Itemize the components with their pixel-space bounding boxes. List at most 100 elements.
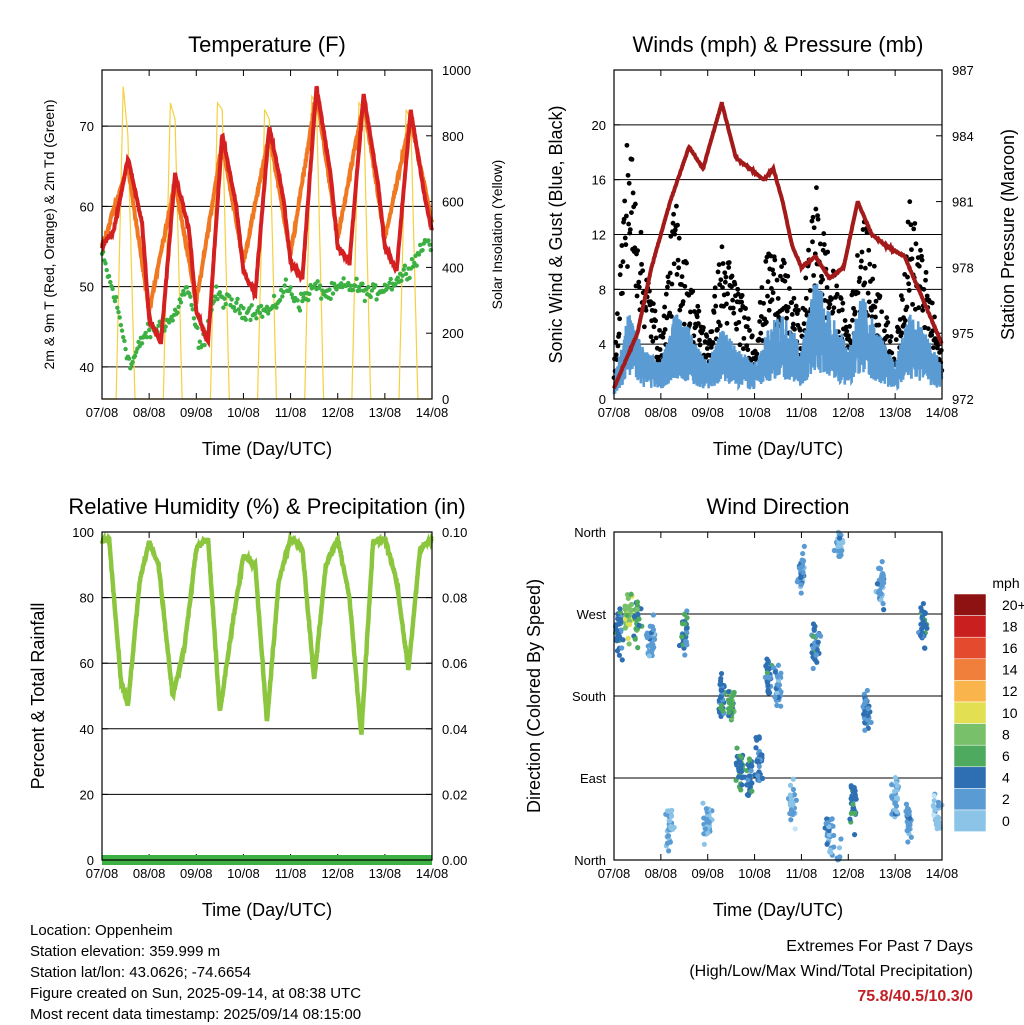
gust-point xyxy=(668,314,674,319)
gust-point xyxy=(736,319,742,325)
dewpoint-point xyxy=(197,339,203,344)
legend-label: 2 xyxy=(1002,791,1010,807)
direction-point xyxy=(718,675,724,682)
dewpoint-point xyxy=(176,304,181,310)
gust-point xyxy=(905,274,910,280)
gust-point xyxy=(679,274,685,279)
gust-point xyxy=(674,272,680,277)
dewpoint-point xyxy=(119,328,125,333)
gust-point xyxy=(629,210,634,216)
dewpoint-point xyxy=(232,308,238,314)
gust-point xyxy=(629,157,635,162)
direction-point xyxy=(682,621,688,627)
dewpoint-point xyxy=(387,280,392,285)
direction-point xyxy=(847,816,853,822)
dewpoint-point xyxy=(289,292,294,297)
direction-point xyxy=(894,795,900,801)
gust-point xyxy=(923,269,929,275)
direction-point xyxy=(772,694,778,700)
dewpoint-point xyxy=(178,300,184,305)
direction-point xyxy=(701,841,707,847)
dewpoint-point xyxy=(386,285,391,290)
dewpoint-point xyxy=(237,311,243,316)
temp-xtick-label: 12/08 xyxy=(321,405,354,420)
gust-point xyxy=(770,290,776,296)
temp-title: Temperature (F) xyxy=(188,32,346,57)
direction-point xyxy=(903,801,910,807)
location-text: Location: Oppenheim xyxy=(30,922,173,939)
direction-point xyxy=(718,670,725,677)
direction-point xyxy=(748,761,754,768)
dewpoint-point xyxy=(400,273,405,278)
wind-y2tick-label: 975 xyxy=(952,326,974,341)
wind-ytick-label: 16 xyxy=(592,173,606,188)
direction-point xyxy=(667,818,673,824)
direction-point xyxy=(629,607,635,613)
direction-point xyxy=(749,788,755,794)
direction-point xyxy=(920,618,926,624)
gust-point xyxy=(640,268,646,274)
direction-point xyxy=(731,689,737,696)
dewpoint-point xyxy=(195,325,200,331)
gust-point xyxy=(761,300,766,306)
dewpoint-point xyxy=(133,349,139,355)
direction-point xyxy=(628,591,634,597)
direction-point xyxy=(619,657,625,663)
rh-ytick-label: 100 xyxy=(72,525,94,540)
dewpoint-point xyxy=(298,291,304,296)
dewpoint-point xyxy=(257,310,263,316)
direction-point xyxy=(617,606,623,612)
gust-point xyxy=(723,274,729,280)
gust-point xyxy=(722,270,728,276)
gust-point xyxy=(909,247,914,253)
dewpoint-point xyxy=(189,302,194,308)
legend-swatch xyxy=(953,809,987,832)
direction-point xyxy=(718,705,724,711)
dir-ytick-label: North xyxy=(574,525,606,540)
gust-point xyxy=(741,335,747,341)
gust-point xyxy=(847,323,852,329)
gust-point xyxy=(902,318,908,323)
dewpoint-point xyxy=(184,285,190,290)
gust-point xyxy=(882,328,887,334)
dewpoint-point xyxy=(414,263,419,268)
rh-xtick-label: 09/08 xyxy=(180,866,213,881)
direction-point xyxy=(739,782,745,788)
dewpoint-point xyxy=(258,303,264,309)
direction-point xyxy=(635,611,641,617)
gust-point xyxy=(757,319,763,324)
gust-point xyxy=(734,326,739,332)
gust-point xyxy=(815,216,821,222)
direction-point xyxy=(810,621,817,627)
direction-point xyxy=(650,627,657,633)
dewpoint-point xyxy=(265,311,271,316)
dewpoint-point xyxy=(236,307,241,312)
dewpoint-point xyxy=(116,309,121,315)
direction-point xyxy=(908,834,914,840)
dewpoint-point xyxy=(282,283,287,288)
gust-point xyxy=(735,286,741,292)
direction-point xyxy=(746,756,753,762)
direction-point xyxy=(852,791,858,797)
temp-xtick-label: 13/08 xyxy=(369,405,402,420)
gust-point xyxy=(672,231,678,237)
legend-label: 14 xyxy=(1002,662,1018,678)
gust-point xyxy=(626,180,632,186)
gust-point xyxy=(737,342,743,348)
direction-point xyxy=(800,550,806,557)
dewpoint-point xyxy=(373,283,378,288)
dir-xtick-label: 12/08 xyxy=(832,866,865,881)
dewpoint-point xyxy=(407,275,412,281)
direction-point xyxy=(798,574,804,580)
direction-point xyxy=(889,782,895,788)
gust-point xyxy=(938,347,944,353)
dewpoint-point xyxy=(426,238,431,243)
dewpoint-point xyxy=(277,298,283,303)
direction-point xyxy=(907,815,913,821)
gust-point xyxy=(898,293,904,299)
gust-point xyxy=(688,309,693,315)
wind-panel: 07/08 08/08 09/08 10/08 11/08 12/08 13/08 14/08… xyxy=(546,32,1018,459)
gust-point xyxy=(879,309,885,315)
gust-point xyxy=(901,322,907,327)
gust-point xyxy=(887,338,893,344)
